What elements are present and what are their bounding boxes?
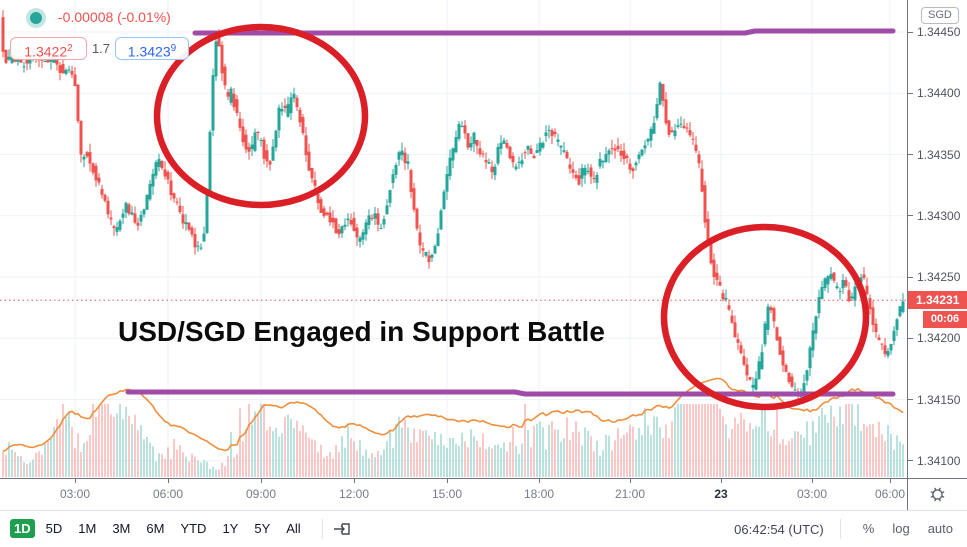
time-tick-label: 18:00 — [523, 487, 555, 501]
time-axis[interactable]: 03:00 06:00 09:00 12:00 15:00 18:00 21:00 23 03:… — [0, 478, 907, 510]
chart-area[interactable]: USD/SGD Engaged in Support Battle -0.000… — [0, 0, 907, 478]
price-tick-label: 1.34400 — [917, 86, 961, 101]
ask-price: 1.3423 — [127, 43, 171, 60]
time-tick-label: 21:00 — [614, 487, 646, 501]
range-button-3m[interactable]: 3M — [112, 521, 131, 536]
bid-price-fraction: 2 — [67, 43, 73, 54]
price-tick-mark — [908, 276, 913, 278]
gear-icon[interactable] — [928, 485, 947, 504]
marker-annotations[interactable] — [125, 23, 896, 411]
price-tick-mark — [908, 31, 913, 33]
price-change-label: -0.00008 (-0.01%) — [58, 9, 171, 25]
time-tick-label: 12:00 — [338, 487, 370, 501]
ask-price-fraction: 9 — [170, 43, 177, 54]
price-tick-label: 1.34250 — [917, 270, 961, 284]
time-tick-mark — [539, 479, 540, 483]
circle-annotation-1[interactable] — [153, 23, 369, 209]
time-tick-label: 03:00 — [59, 487, 91, 501]
time-tick-mark — [75, 479, 76, 483]
price-tick-label: 1.34100 — [917, 453, 961, 468]
bar-countdown-badge: 00:06 — [923, 311, 967, 329]
price-tick-label: 1.34200 — [917, 331, 961, 346]
time-tick-mark — [890, 479, 891, 483]
scale-button-percent[interactable]: % — [862, 521, 875, 536]
sell-bid-button[interactable]: 1.34222 — [10, 37, 87, 60]
price-tick-mark — [908, 92, 913, 94]
scale-button-log[interactable]: log — [892, 521, 910, 536]
session-clock[interactable]: 06:42:54 (UTC) — [734, 521, 824, 537]
price-tick-mark — [908, 154, 913, 155]
time-tick-label: 23 — [714, 487, 728, 501]
range-button-5y[interactable]: 5Y — [254, 521, 271, 536]
market-status-dot[interactable] — [30, 12, 42, 24]
range-button-ytd[interactable]: YTD — [180, 521, 207, 536]
last-price-badge: 1.34231 — [908, 291, 967, 310]
time-tick-label: 03:00 — [796, 487, 828, 501]
time-tick-mark — [261, 479, 262, 483]
scale-button-auto[interactable]: auto — [927, 521, 953, 536]
time-tick-label: 15:00 — [431, 487, 463, 501]
spread-label: 1.7 — [91, 41, 111, 56]
time-tick-mark — [812, 479, 813, 483]
price-chart-canvas[interactable]: USD/SGD Engaged in Support Battle — [0, 0, 907, 478]
range-button-6m[interactable]: 6M — [146, 521, 165, 536]
headline-annotation: USD/SGD Engaged in Support Battle — [118, 316, 605, 347]
toolbar-divider — [321, 519, 323, 539]
price-tick-label: 1.34450 — [917, 25, 961, 39]
range-button-5d[interactable]: 5D — [45, 521, 63, 536]
time-tick-mark — [354, 479, 355, 483]
time-tick-mark — [630, 479, 631, 483]
price-tick-label: 1.34300 — [917, 208, 961, 223]
range-button-all[interactable]: All — [286, 521, 301, 536]
buy-ask-button[interactable]: 1.34239 — [115, 37, 189, 60]
time-tick-mark — [447, 479, 448, 483]
range-button-1d[interactable]: 1D — [10, 519, 35, 538]
time-tick-label: 06:00 — [152, 487, 184, 501]
price-tick-label: 1.34150 — [917, 392, 961, 407]
circle-annotation-2[interactable] — [660, 223, 870, 411]
support-line-annotation[interactable] — [125, 389, 896, 397]
range-button-1m[interactable]: 1M — [78, 521, 97, 536]
toolbar-divider — [839, 519, 841, 539]
price-tick-label: 1.34350 — [917, 147, 961, 162]
price-tick-mark — [908, 215, 913, 217]
bottom-toolbar: 1D 5D 1M 3M 6M YTD 1Y 5Y All 06:42:54 (UTC) % log… — [0, 510, 967, 547]
time-tick-mark — [168, 479, 169, 483]
price-tick-mark — [908, 337, 913, 339]
time-tick-label: 06:00 — [874, 487, 906, 501]
axis-settings-corner — [907, 478, 967, 510]
currency-badge[interactable]: SGD — [921, 7, 959, 24]
time-tick-mark — [721, 479, 722, 483]
price-tick-mark — [908, 460, 913, 462]
bid-price: 1.3422 — [24, 43, 68, 60]
time-tick-label: 09:00 — [245, 487, 277, 501]
go-to-date-icon[interactable] — [333, 520, 353, 538]
price-axis[interactable]: SGD 1.34450 1.34400 1.34350 1.34300 1.34250 1… — [907, 0, 967, 478]
range-button-1y[interactable]: 1Y — [222, 521, 239, 536]
resistance-line-annotation[interactable] — [192, 28, 896, 36]
price-tick-mark — [908, 399, 913, 400]
